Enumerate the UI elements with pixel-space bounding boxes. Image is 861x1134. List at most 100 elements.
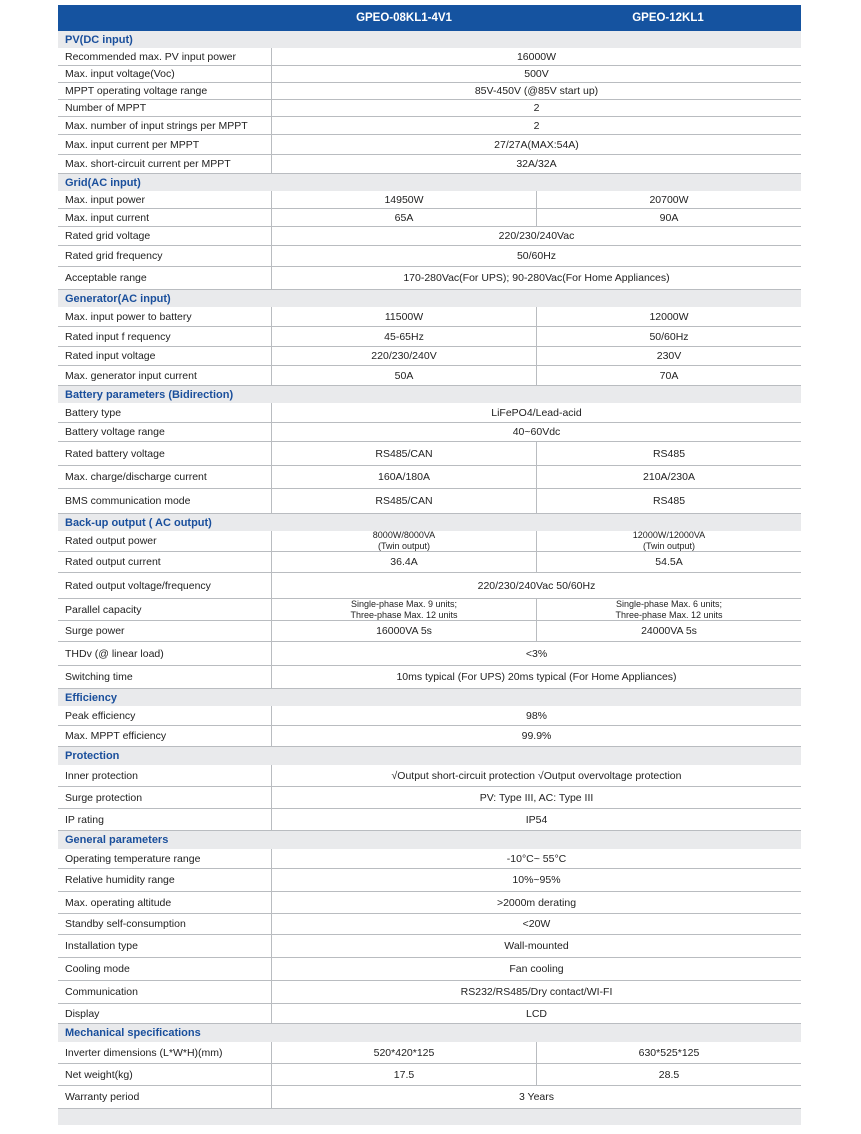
row-label: Inner protection [58,765,272,786]
section-header: Protection [58,747,801,765]
value-shared: <20W [522,918,551,930]
table-row: Surge power 16000VA 5s 24000VA 5s [58,621,801,642]
table-row: IP rating IP54 [58,809,801,831]
value-model-1: Single-phase Max. 9 units; Three-phase M… [272,599,537,620]
row-label: Rated grid voltage [58,227,272,245]
table-header: GPEO-08KL1-4V1 GPEO-12KL1 [58,5,801,31]
section-header: Grid(AC input) [58,174,801,191]
value-shared: 40~60Vdc [512,426,561,438]
table-row: Communication RS232/RS485/Dry contact/WI-… [58,981,801,1004]
table-row: Display LCD [58,1004,801,1024]
value-model-2: 630*525*125 [638,1046,700,1059]
row-label: Max. generator input current [58,366,272,385]
value-shared: IP54 [525,813,548,826]
value-shared: 32A/32A [516,158,557,170]
table-row: Inner protection √Output short-circuit pr… [58,765,801,787]
table-row: Max. input current 65A 90A [58,209,801,227]
table-row: Relative humidity range 10%~95% [58,869,801,892]
value-model-2: 50/60Hz [649,330,689,343]
value-model-1: 36.4A [272,552,537,572]
model-header-2: GPEO-12KL1 [632,12,704,24]
row-label: Installation type [58,935,272,957]
value-shared: <3% [525,647,548,660]
value-model-1: 65A [272,209,537,226]
table-row: Cooling mode Fan cooling [58,958,801,981]
table-row: Max. generator input current 50A 70A [58,366,801,386]
row-label: Max. input current per MPPT [58,135,272,154]
row-label: Peak efficiency [58,706,272,725]
row-label: Max. operating altitude [58,892,272,913]
value-model-2: 230V [656,350,682,362]
row-label: Battery type [58,403,272,422]
value-shared: 99.9% [521,730,552,742]
value-model-2: 24000VA 5s [641,625,697,637]
row-label: Switching time [58,666,272,688]
section-header: Battery parameters (Bidirection) [58,386,801,403]
row-label: Inverter dimensions (L*W*H)(mm) [58,1042,272,1063]
value-shared: 10%~95% [512,874,561,886]
value-shared: 16000W [516,50,557,63]
table-row: BMS communication mode RS485/CAN RS485 [58,489,801,514]
table-row: Recommended max. PV input power 16000W [58,48,801,66]
row-label: IP rating [58,809,272,830]
row-label: Surge protection [58,787,272,808]
value-model-1: 8000W/8000VA (Twin output) [272,530,537,551]
row-label: Rated battery voltage [58,442,272,465]
value-model-2: RS485 [652,495,686,507]
table-row: Max. operating altitude >2000m derating [58,892,801,914]
table-row: Switching time 10ms typical (For UPS) 20m… [58,666,801,689]
row-label: THDv (@ linear load) [58,642,272,665]
row-label: MPPT operating voltage range [58,83,272,99]
table-row: Rated input voltage 220/230/240V 230V [58,347,801,366]
table-row: Battery voltage range 40~60Vdc [58,423,801,442]
value-shared: -10°C~ 55°C [506,852,567,865]
section-header: Efficiency [58,689,801,706]
table-row: Warranty period 3 Years [58,1086,801,1109]
table-row: Rated grid frequency 50/60Hz [58,246,801,267]
section-header: General parameters [58,831,801,849]
row-label: Max. input current [58,209,272,226]
value-model-2: 70A [659,369,679,382]
model-header-1: GPEO-08KL1-4V1 [356,12,452,24]
value-model-2: 20700W [649,193,689,206]
table-row: Number of MPPT 2 [58,100,801,117]
value-model-2: Single-phase Max. 6 units; Three-phase M… [615,598,723,620]
value-model-1: 160A/180A [272,466,537,488]
section-header: Generator(AC input) [58,290,801,307]
value-shared: LiFePO4/Lead-acid [491,406,582,419]
row-label: Acceptable range [58,267,272,289]
value-shared: RS232/RS485/Dry contact/WI-FI [460,986,613,998]
row-label: Rated output power [58,531,272,551]
row-label: Operating temperature range [58,849,272,868]
value-shared: 220/230/240Vac 50/60Hz [477,579,596,592]
value-model-1: 220/230/240V [272,347,537,365]
value-shared: Wall-mounted [504,940,569,952]
value-model-1: 11500W [272,307,537,326]
value-shared: >2000m derating [496,896,577,909]
value-model-1: 14950W [272,191,537,208]
value-model-1: 520*420*125 [272,1042,537,1063]
table-row: THDv (@ linear load) <3% [58,642,801,666]
row-label: Rated grid frequency [58,246,272,266]
row-label: Cooling mode [58,958,272,980]
row-label: Display [58,1004,272,1023]
row-label: Max. input power to battery [58,307,272,326]
value-model-1: 17.5 [272,1064,537,1085]
row-label: Parallel capacity [58,599,272,620]
value-shared: Fan cooling [509,963,564,975]
row-label: Rated output voltage/frequency [58,573,272,598]
row-label: Warranty period [58,1086,272,1108]
table-row: Net weight(kg) 17.5 28.5 [58,1064,801,1086]
value-shared: LCD [525,1007,547,1020]
table-row: Max. MPPT efficiency 99.9% [58,726,801,747]
table-row: Max. number of input strings per MPPT 2 [58,117,801,135]
table-row: Operating temperature range -10°C~ 55°C [58,849,801,869]
table-row: Rated output voltage/frequency 220/230/24… [58,573,801,599]
value-model-1: 16000VA 5s [272,621,537,641]
row-label: Max. charge/discharge current [58,466,272,488]
table-row: Acceptable range 170-280Vac(For UPS); 90-… [58,267,801,290]
value-shared: √Output short-circuit protection √Output… [391,769,682,782]
row-label: Rated input f requency [58,327,272,346]
value-model-1: 50A [272,366,537,385]
value-model-2: 54.5A [655,556,683,568]
